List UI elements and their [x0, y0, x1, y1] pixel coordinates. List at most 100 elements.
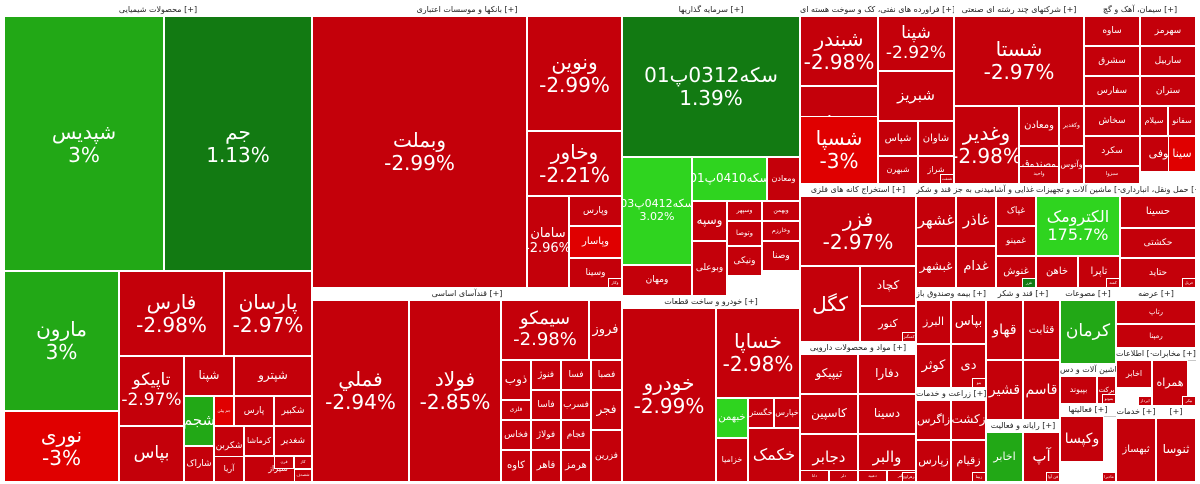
sector-21[interactable]: مخابرات [+]همراهانتشاربیکر [1152, 348, 1196, 406]
stock-tile[interactable]: خاهن [1036, 256, 1078, 288]
stock-tile[interactable]: کرماشا [244, 426, 274, 456]
stock-tile[interactable]: قرن [274, 456, 294, 469]
sector-5[interactable]: فراورده های نفتی، کک و سوخت هسته ای [+] ش… [800, 4, 954, 184]
stock-tile[interactable]: شنفت [940, 174, 954, 184]
stock-tile[interactable]: وبهمن [762, 201, 800, 221]
stock-tile[interactable]: ونوین -2.99% [527, 16, 622, 131]
stock-tile[interactable]: سفارس [1084, 76, 1140, 106]
stock-tile[interactable]: شاراک [184, 446, 214, 482]
stock-tile[interactable]: ساوه [1084, 16, 1140, 46]
stock-tile[interactable]: زپارس [916, 440, 951, 482]
stock-tile[interactable]: سکه0410پ01 [692, 157, 767, 201]
stock-tile[interactable]: بنو [972, 378, 986, 388]
sector-2[interactable]: سرمایه گذاریها [+] سکه0312پ01 1.39% سکه0412… [622, 4, 800, 296]
stock-tile[interactable]: فن آوا [1046, 472, 1060, 482]
stock-tile[interactable]: جم پیلن [214, 396, 234, 426]
stock-tile[interactable]: کوثر [916, 344, 951, 388]
stock-tile[interactable]: ومهان [622, 265, 692, 296]
stock-tile[interactable]: واحید [1019, 166, 1059, 184]
stock-tile[interactable]: وکپسا [1060, 416, 1104, 462]
stock-tile[interactable]: سامان -2.96% [527, 196, 569, 288]
stock-tile[interactable]: دفارا [858, 354, 916, 394]
stock-tile[interactable]: غبشهر [916, 246, 956, 288]
sector-0[interactable]: محصولات شیمیایی [+] شپدیس 3% جم 1.13% مارون 3%… [4, 4, 312, 482]
stock-tile[interactable]: پارس [234, 396, 274, 426]
sector-17[interactable]: زراعت و خدمات [+]زاگرسزکشتزپارسزقیامزماه… [916, 388, 986, 482]
stock-tile[interactable]: بپاس [951, 300, 986, 344]
stock-tile[interactable]: شجم [184, 396, 214, 446]
stock-tile[interactable]: فاهر [531, 450, 561, 482]
stock-tile[interactable]: غاذر [956, 196, 996, 246]
sector-3[interactable]: قندآسای اساسی [+] فملي -2.94% فولاد -2.85% سی… [312, 288, 622, 482]
stock-tile[interactable]: نوری -3% [4, 411, 119, 482]
stock-tile[interactable]: فملي -2.94% [312, 300, 409, 482]
stock-tile[interactable]: خکمک [748, 428, 800, 482]
stock-tile[interactable]: شبندر -2.98% [800, 16, 878, 86]
sector-22[interactable]: فعالیتها [+] وکپسا مادیرا [1060, 404, 1116, 482]
sector-24[interactable]: [+] ثنوسا [1156, 406, 1196, 482]
stock-tile[interactable]: رمپنا [1116, 324, 1196, 348]
stock-tile[interactable]: بیکر [1182, 396, 1196, 406]
stock-tile[interactable]: وسپه [692, 201, 727, 241]
stock-tile[interactable]: بپاس [119, 426, 184, 482]
stock-tile[interactable]: تاپرا [1078, 256, 1120, 288]
stock-tile[interactable]: شستا -2.97% [954, 16, 1084, 106]
stock-tile[interactable]: زکشت [951, 400, 986, 440]
stock-tile[interactable]: شکبیر [274, 396, 312, 426]
stock-tile[interactable]: غزر [1022, 278, 1036, 288]
stock-tile[interactable]: فسرب [561, 390, 591, 420]
stock-tile[interactable]: زبینا [972, 472, 986, 482]
stock-tile[interactable]: فروز [589, 300, 622, 360]
sector-15[interactable]: مصوعات [+] کرمان [1060, 288, 1116, 364]
sector-16[interactable]: عرضه [+] رتاپ رمپنا [1116, 288, 1196, 348]
sector-10[interactable]: محصولات غذایی و آشامیدنی به جز قند و شکر… [916, 184, 1036, 288]
stock-tile[interactable]: ستران [1140, 76, 1196, 106]
stock-tile[interactable]: ذوب [501, 360, 531, 400]
stock-tile[interactable]: کنور [860, 306, 916, 342]
sector-23[interactable]: خدمات [+] ثبهساز [1116, 406, 1156, 482]
stock-tile[interactable]: فخاس [501, 420, 531, 450]
stock-tile[interactable]: مادیرا [1102, 472, 1116, 482]
stock-tile[interactable]: اخابر [986, 432, 1023, 482]
stock-tile[interactable]: سکه0312پ01 1.39% [622, 16, 800, 157]
stock-tile[interactable]: وبملت -2.99% [312, 16, 527, 288]
stock-tile[interactable]: حسینا [1120, 196, 1196, 228]
stock-tile[interactable]: ثنوسا [1156, 418, 1196, 482]
sector-18[interactable]: رایانه و فعالیت [+] اخابر آپ فن آوا [986, 420, 1060, 482]
sector-11[interactable]: ماشین آلات و تجهیزات [+]الکترومک175.7%خا… [1036, 184, 1120, 288]
stock-tile[interactable]: فسا [561, 360, 591, 390]
stock-tile[interactable]: دسینا [858, 394, 916, 434]
stock-tile[interactable]: ساربيل [1140, 46, 1196, 76]
stock-tile[interactable]: شصدف [294, 469, 312, 482]
stock-tile[interactable]: وبوعلی [692, 241, 727, 296]
stock-tile[interactable]: خساپا -2.98% [716, 308, 800, 398]
stock-tile[interactable]: فلزی [501, 400, 531, 420]
stock-tile[interactable]: وغدیر -2.98% [954, 106, 1019, 184]
sector-12[interactable]: حمل ونقل، انبارداری [+]حسیناحکشتیحتایدحف… [1120, 184, 1196, 288]
stock-tile[interactable]: سهرمز [1140, 16, 1196, 46]
stock-tile[interactable]: سفانو [1168, 106, 1196, 136]
stock-tile[interactable]: سخاش [1084, 106, 1140, 136]
stock-tile[interactable]: وکغدیر [1059, 106, 1084, 146]
stock-tile[interactable]: کچاد [860, 266, 916, 306]
stock-tile[interactable]: جم 1.13% [164, 16, 312, 271]
sector-1[interactable]: بانکها و موسسات اعتباری [+] وبملت -2.99% ون… [312, 4, 622, 288]
stock-tile[interactable]: بموتو [1102, 394, 1116, 404]
stock-tile[interactable]: اخابر [1116, 360, 1152, 388]
stock-tile[interactable]: شپنا [184, 356, 234, 396]
stock-tile[interactable]: شپنا -2.92% [878, 16, 954, 71]
stock-tile[interactable]: البرز [916, 300, 951, 344]
stock-tile[interactable]: وتوصا [727, 221, 762, 246]
sector-9[interactable]: مواد و محصولات دارویی [+] تیپیکو دفارا کاسپ… [800, 342, 916, 482]
stock-tile[interactable]: دزهراوی [902, 472, 916, 482]
stock-tile[interactable]: وآتوس [1059, 146, 1084, 184]
stock-tile[interactable]: فولاژ [531, 420, 561, 450]
stock-tile[interactable]: وکار [608, 278, 622, 288]
stock-tile[interactable]: شغدیر [274, 426, 312, 456]
stock-tile[interactable]: کمند [1106, 278, 1120, 288]
stock-tile[interactable]: فصبا [591, 360, 622, 390]
stock-tile[interactable]: ومعادن [1019, 106, 1059, 146]
stock-tile[interactable]: شسپا -3% [800, 116, 878, 184]
